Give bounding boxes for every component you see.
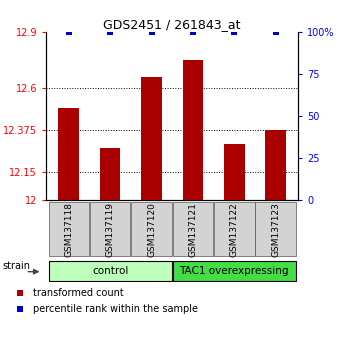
Bar [131, 202, 172, 256]
Bar [58, 108, 79, 200]
Bar [141, 77, 162, 200]
Text: TAC1 overexpressing: TAC1 overexpressing [179, 266, 289, 276]
Text: percentile rank within the sample: percentile rank within the sample [33, 304, 198, 314]
Bar [100, 148, 120, 200]
Point [107, 29, 113, 35]
Bar [224, 144, 244, 200]
Bar [214, 202, 254, 256]
Point [190, 29, 196, 35]
Text: strain: strain [2, 261, 30, 271]
Point [232, 29, 237, 35]
Text: GSM137122: GSM137122 [230, 202, 239, 257]
Text: transformed count: transformed count [33, 288, 123, 298]
Bar [90, 202, 130, 256]
Text: GSM137119: GSM137119 [106, 202, 115, 257]
Point [273, 29, 278, 35]
Bar [48, 202, 89, 256]
Point [66, 29, 72, 35]
Bar [265, 130, 286, 200]
Title: GDS2451 / 261843_at: GDS2451 / 261843_at [103, 18, 241, 31]
Text: GSM137120: GSM137120 [147, 202, 156, 257]
Text: GSM137123: GSM137123 [271, 202, 280, 257]
Bar [48, 261, 172, 281]
Bar [255, 202, 296, 256]
Point [17, 307, 23, 312]
Point [149, 29, 154, 35]
Text: GSM137121: GSM137121 [188, 202, 197, 257]
Text: control: control [92, 266, 128, 276]
Point [17, 290, 23, 296]
Bar [173, 261, 296, 281]
Text: GSM137118: GSM137118 [64, 202, 73, 257]
Bar [173, 202, 213, 256]
Bar [182, 60, 203, 200]
